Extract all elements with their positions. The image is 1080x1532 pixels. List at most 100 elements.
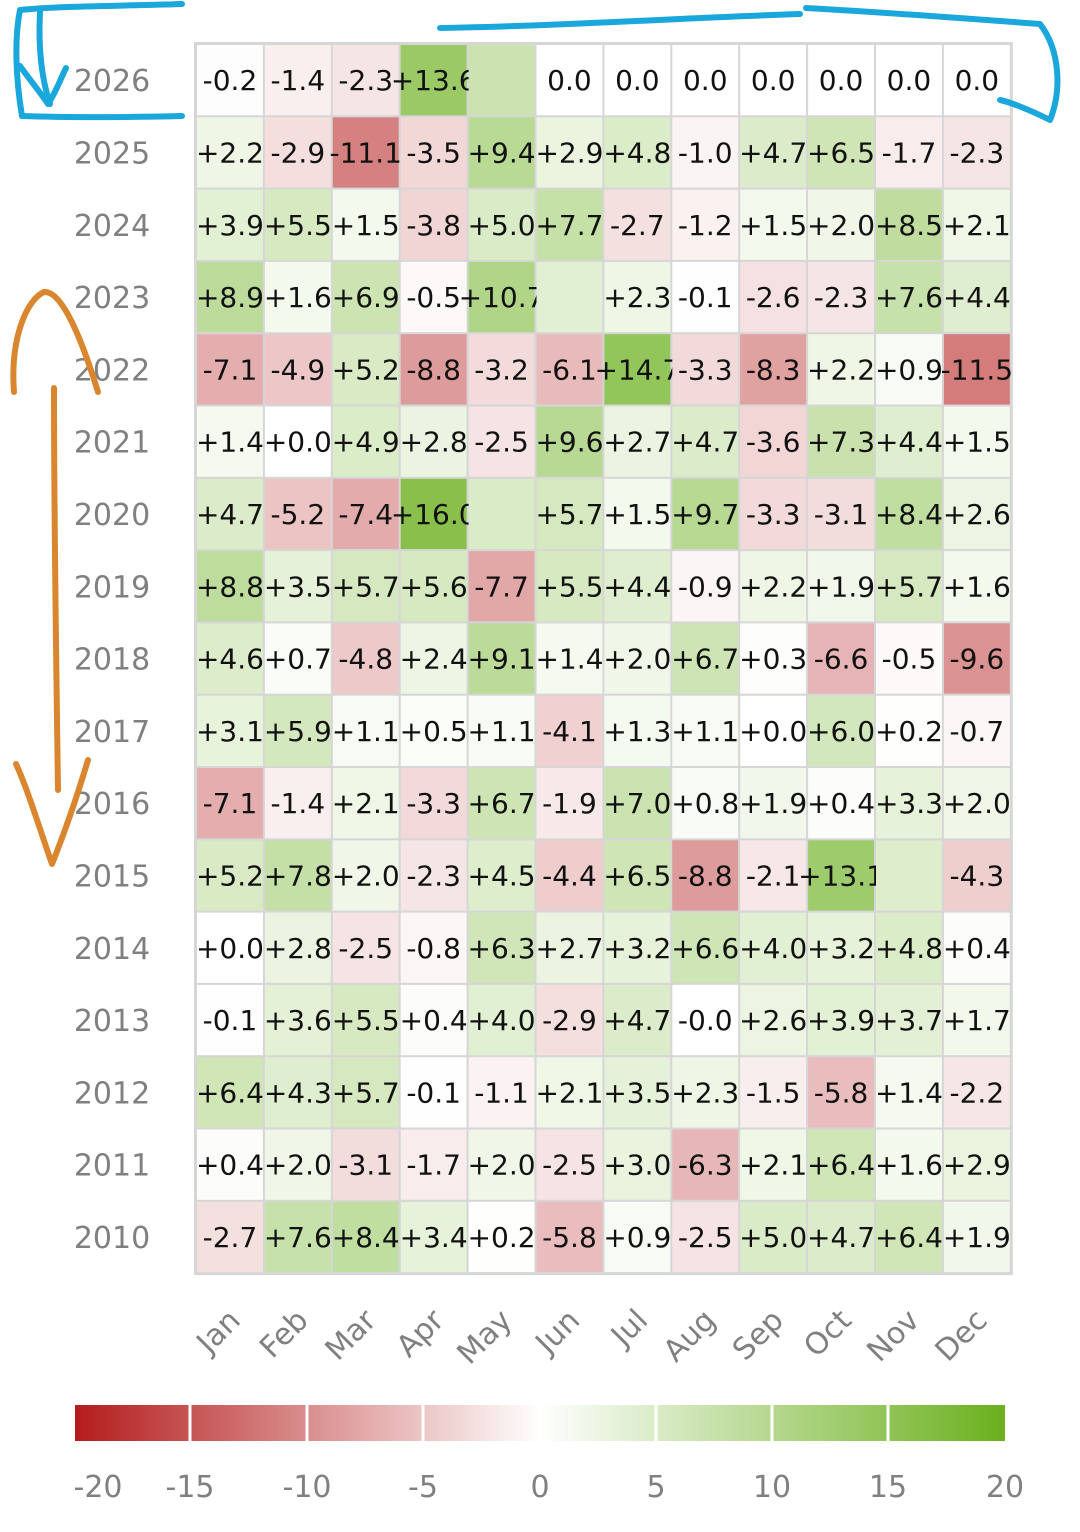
cell-value-label: +1.9 — [943, 1221, 1011, 1254]
heatmap-cell — [468, 1201, 535, 1273]
heatmap-cell — [264, 406, 331, 477]
heatmap-cell — [943, 840, 1010, 911]
heatmap-cell — [740, 261, 807, 333]
cell-value-label: +0.2 — [875, 715, 943, 748]
month-label: Jan — [189, 1303, 248, 1362]
cell-value-label: -2.7 — [203, 1221, 258, 1254]
heatmap-cell — [400, 623, 467, 694]
heatmap-cell — [672, 768, 739, 839]
cell-value-label: +7.3 — [807, 426, 875, 459]
cell-value-label: -2.3 — [950, 136, 1005, 169]
heatmap-cell — [808, 334, 874, 405]
heatmap-cells: -0.2 -1.4 -2.3+13.6 0.0 0.0 0.0 0.0 0.0 0.0 0.0+2… — [194, 42, 1013, 1276]
color-scale-tick-label: 20 — [986, 1470, 1024, 1505]
cell-value-label: -2.9 — [542, 1004, 597, 1037]
heatmap-cell — [604, 1057, 671, 1128]
cell-value-label: -0.5 — [406, 281, 461, 314]
cell-value-label: -1.7 — [882, 136, 937, 169]
heatmap-cell — [264, 695, 331, 766]
cell-value-label: -2.3 — [338, 64, 393, 97]
cell-value-label: +6.6 — [671, 932, 739, 965]
heatmap-cell — [264, 45, 331, 116]
cell-value-label: -2.9 — [271, 136, 326, 169]
heatmap-cell — [536, 117, 603, 188]
heatmap-cell — [604, 261, 671, 333]
heatmap-cell — [264, 1201, 331, 1273]
heatmap-cell — [332, 840, 399, 911]
cell-value-label: +1.6 — [943, 570, 1011, 603]
month-label: Oct — [797, 1303, 859, 1365]
heatmap-cell — [876, 45, 942, 116]
cell-value-label: +1.6 — [264, 281, 332, 314]
cell-value-label: +0.8 — [671, 787, 739, 820]
heatmap-cell — [604, 1201, 671, 1273]
cell-value-label: +9.4 — [468, 136, 536, 169]
heatmap-cell — [400, 45, 467, 116]
heatmap-cell — [808, 695, 874, 766]
heatmap-cell — [672, 478, 739, 550]
cell-value-label: -3.3 — [678, 353, 733, 386]
highlight-bracket-left — [13, 1, 185, 121]
cell-value-label: +7.8 — [264, 859, 332, 892]
month-axis: Jan Feb Mar Apr May Jun Jul Aug Sep Oct Nov Dec — [189, 1302, 995, 1371]
heatmap-cell — [468, 623, 535, 694]
cell-value-label: -3.1 — [338, 1149, 393, 1182]
heatmap-cell — [264, 984, 331, 1056]
year-label: 2018 — [74, 643, 150, 678]
heatmap-cell — [264, 261, 331, 333]
heatmap-cell — [740, 984, 807, 1056]
cell-value-label: -3.2 — [474, 353, 529, 386]
cell-value-label: +1.6 — [875, 1149, 943, 1182]
heatmap-cell — [264, 768, 331, 839]
heatmap-cell — [672, 840, 739, 911]
heatmap-cell — [197, 45, 263, 116]
cell-value-label: +5.9 — [264, 715, 332, 748]
heatmap-cell — [604, 840, 671, 911]
heatmap-cell — [197, 406, 263, 477]
heatmap-cell — [876, 117, 942, 188]
cell-value-label: +2.0 — [332, 859, 400, 892]
heatmap-cell — [468, 768, 535, 839]
heatmap-cell — [400, 478, 467, 550]
range-arrow-shaft — [51, 385, 61, 793]
cell-value-label: 0.0 — [547, 64, 592, 97]
month-label: Sep — [726, 1303, 791, 1368]
cell-value-label: +2.0 — [807, 209, 875, 242]
heatmap-cell — [400, 695, 467, 766]
heatmap-cell — [468, 117, 535, 188]
heatmap-cell — [943, 261, 1010, 333]
heatmap-cell — [672, 1057, 739, 1128]
cell-value-label: +3.5 — [603, 1076, 671, 1109]
heatmap-cell — [740, 117, 807, 188]
cell-value-label: +3.9 — [807, 1004, 875, 1037]
cell-value-label: +5.7 — [875, 570, 943, 603]
heatmap-cell — [536, 984, 603, 1056]
heatmap-cell — [876, 695, 942, 766]
cell-value-label: +0.0 — [739, 715, 807, 748]
cell-value-label: -5.8 — [814, 1076, 869, 1109]
heatmap-cell — [197, 551, 263, 622]
heatmap-cell — [876, 261, 942, 333]
heatmap-cell — [808, 117, 874, 188]
heatmap-cell — [876, 840, 942, 911]
heatmap-cell — [740, 768, 807, 839]
cell-value-label: -2.5 — [542, 1149, 597, 1182]
cell-value-label: +5.7 — [332, 570, 400, 603]
heatmap-cell — [536, 623, 603, 694]
cell-value-label: -4.8 — [338, 643, 393, 676]
cell-value-label: +1.4 — [875, 1076, 943, 1109]
color-scale-tick-label: -15 — [166, 1470, 215, 1505]
heatmap-cell — [672, 334, 739, 405]
cell-value-label: +6.3 — [468, 932, 536, 965]
cell-value-label: +7.6 — [264, 1221, 332, 1254]
heatmap-cell — [332, 1129, 399, 1200]
cell-value-label: +0.4 — [400, 1004, 468, 1037]
heatmap-cell — [264, 1129, 331, 1200]
cell-value-label: +0.4 — [943, 932, 1011, 965]
range-arrow-head-bottom — [13, 757, 91, 867]
cell-value-label: 0.0 — [615, 64, 660, 97]
heatmap-cell — [740, 1057, 807, 1128]
heatmap-cell — [332, 117, 399, 188]
cell-value-label: +1.5 — [603, 498, 671, 531]
cell-value-label: -0.7 — [950, 715, 1005, 748]
